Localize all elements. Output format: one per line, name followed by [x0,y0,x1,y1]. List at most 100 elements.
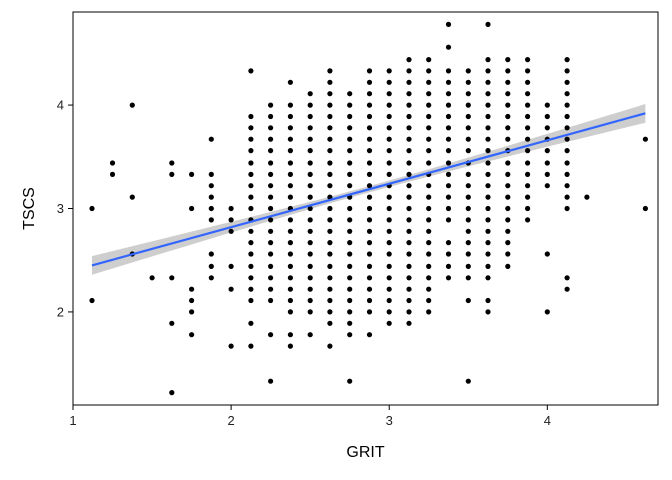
data-point [307,217,313,223]
data-point [505,102,511,108]
data-point [268,205,274,212]
data-point [208,251,214,257]
data-point [327,309,333,315]
data-point [248,263,254,269]
data-point [485,275,491,281]
data-point [386,309,392,315]
data-point [366,286,373,292]
data-point [426,286,432,292]
data-point [485,205,491,212]
data-point [347,171,353,177]
x-axis-title: GRIT [346,444,384,461]
data-point [465,194,471,200]
data-point [564,91,570,97]
data-point [426,309,432,315]
data-point [485,102,491,108]
data-point [347,205,353,212]
data-point [268,125,274,131]
data-point [248,194,254,200]
data-point [366,275,373,281]
data-point [287,275,293,281]
data-point [327,136,333,142]
x-tick-label: 2 [227,413,234,428]
data-point [505,160,511,166]
data-point [485,194,491,200]
data-point [208,205,214,212]
y-tick-label: 4 [57,98,64,113]
data-point [544,183,550,189]
data-point [564,79,570,85]
data-point [406,205,412,212]
data-point [347,286,353,292]
data-point [366,217,373,223]
data-point [465,297,471,304]
data-point [485,297,491,304]
data-point [327,160,333,166]
data-point [327,297,333,304]
data-point [347,263,353,269]
data-point [248,160,254,166]
data-point [465,113,471,120]
data-point [208,183,214,189]
data-point [287,228,293,234]
data-point [564,113,570,120]
data-point [525,68,531,74]
data-point [366,309,373,315]
data-point [426,297,432,304]
data-point [406,320,412,326]
data-point [327,171,333,177]
data-point [307,148,313,154]
data-point [564,286,570,292]
data-point [642,136,649,142]
data-point [169,275,175,281]
data-point [406,240,412,246]
axes-layer: 1 2 3 4 2 3 4 [57,11,659,428]
data-point [307,125,313,131]
data-point [564,68,570,74]
data-point [287,183,293,189]
data-point [485,263,491,269]
data-point [208,263,214,269]
data-point [208,171,214,177]
data-point [366,160,373,166]
data-point [544,148,550,154]
data-point [465,136,471,142]
data-point [228,286,234,292]
data-point [525,205,531,212]
data-point [287,160,293,166]
data-point [406,286,412,292]
data-point [406,57,412,63]
data-point [327,240,333,246]
data-point [564,136,570,142]
data-point [465,125,471,131]
data-point [307,160,313,166]
data-point [465,263,471,269]
data-point [366,113,373,120]
data-point [347,91,353,97]
data-point [426,194,432,200]
data-point [485,68,491,74]
data-point [287,125,293,131]
data-point [386,263,392,269]
data-point [307,297,313,304]
data-point [129,102,135,108]
data-point [544,102,550,108]
data-point [485,228,491,234]
data-point [465,251,471,257]
data-point [525,217,531,223]
data-point [426,125,432,131]
data-point [426,68,432,74]
data-point [525,113,531,120]
data-point [169,171,175,177]
data-point [327,205,333,212]
data-point [327,113,333,120]
data-point [268,251,274,257]
data-point [465,102,471,108]
data-point [327,125,333,131]
data-point [248,343,254,349]
data-point [386,297,392,304]
data-point [465,79,471,85]
data-point [169,160,175,166]
data-point [248,251,254,257]
data-point [406,91,412,97]
